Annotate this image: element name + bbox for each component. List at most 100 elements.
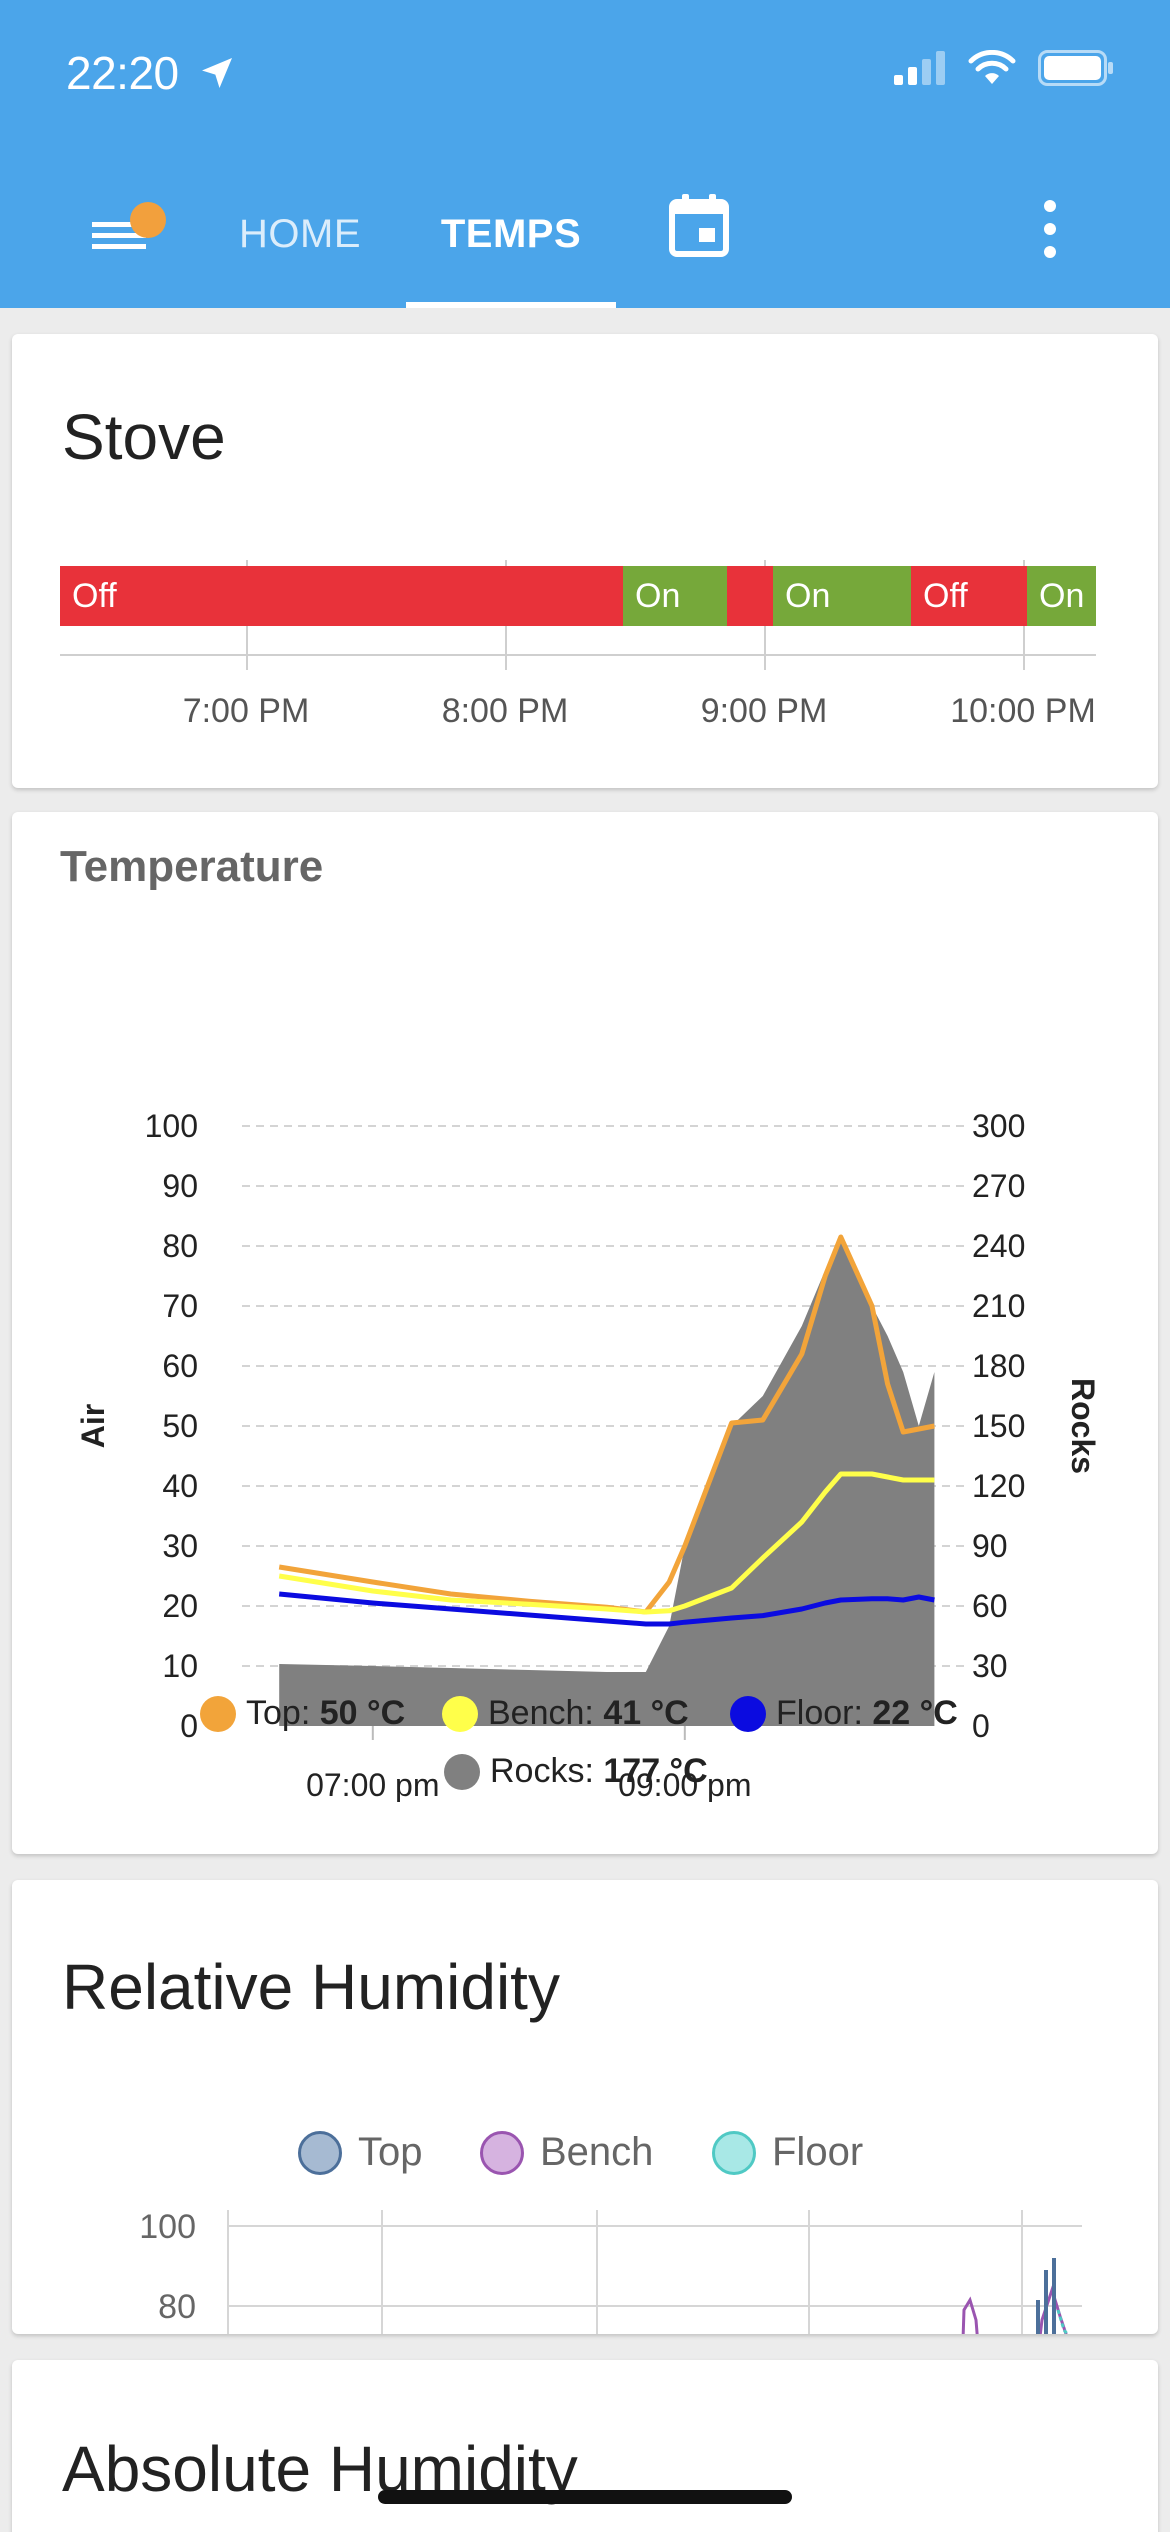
overflow-menu-button[interactable] [1030,194,1070,264]
stove-title: Stove [62,401,226,473]
status-time-text: 22:20 [66,47,179,99]
y-tick-label-left: 40 [162,1468,198,1504]
tab-bar: HOME TEMPS [0,160,1170,308]
menu-button[interactable] [86,190,166,270]
legend-value: 177 °C [603,1752,708,1790]
legend-swatch-top [200,1695,236,1732]
y-tick-label-left: 100 [145,1108,198,1144]
x-tick-label: 07:00 pm [306,1767,439,1802]
temperature-card[interactable]: Temperature 0 10 20 30 40 50 60 70 80 90 100 0 30 60 9… [12,812,1158,1854]
more-vertical-icon [1044,200,1056,258]
legend-item-bench[interactable]: Bench: 41 °C [442,1694,689,1733]
y-tick-label-left: 60 [162,1348,198,1384]
legend-item-rocks[interactable]: Rocks: 177 °C [444,1752,708,1791]
legend-name: Floor [776,1694,854,1732]
timeline-segment-off[interactable]: Off [60,566,623,626]
segment-label: Off [72,577,117,615]
status-time: 22:20 [66,46,237,100]
timeline-tick-label: 7:00 PM [182,692,310,730]
relative-humidity-card[interactable]: Relative Humidity Top Bench Floor 100 80 [12,1880,1158,2334]
segment-label: On [1039,577,1085,615]
tab-temps[interactable]: TEMPS [406,160,616,308]
timeline-axis [60,654,1096,656]
y-tick-label-right: 0 [972,1708,990,1744]
rh-floor-line [1056,2309,1070,2334]
temperature-title: Temperature [60,842,324,891]
timeline-segment-on[interactable]: On [1027,566,1096,626]
calendar-icon [669,194,729,257]
rh-legend-swatch-top [298,2130,342,2175]
rh-legend-label: Floor [772,2130,864,2174]
rh-bench-line [961,2296,979,2334]
series-floor-line [278,1591,935,1627]
series-bench-line [278,1471,935,1615]
y-tick-label-right: 90 [972,1528,1008,1564]
series-rocks-area [279,1238,935,1726]
rh-legend-swatch-floor [712,2130,756,2175]
y-tick-label-right: 270 [972,1168,1025,1204]
y-tick-label-right: 300 [972,1108,1025,1144]
legend-value: 50 °C [319,1694,406,1732]
y-tick-label-left: 30 [162,1528,198,1564]
rh-legend-floor[interactable]: Floor [712,2130,863,2175]
notification-dot [130,202,166,238]
rh-legend-swatch-bench [480,2130,524,2175]
series-top-line [278,1234,935,1615]
y-tick-label-right: 60 [972,1588,1008,1624]
location-arrow-icon [201,58,232,88]
rh-y-tick-label: 100 [139,2210,196,2246]
rh-legend-label: Bench [540,2130,654,2174]
y-tick-label-right: 120 [972,1468,1025,1504]
y-tick-label-left: 0 [180,1708,198,1744]
relative-humidity-chart[interactable]: 100 80 [12,2210,1158,2334]
legend-name: Rocks [490,1752,585,1790]
sidebar-menu-icon [92,222,146,249]
y-tick-label-right: 240 [972,1228,1025,1264]
y-tick-label-right: 150 [972,1408,1025,1444]
legend-swatch-rocks [444,1753,480,1790]
timeline-segment-on[interactable]: On [623,566,727,626]
timeline-tick-label: 10:00 PM [950,692,1096,730]
absolute-humidity-card[interactable]: Absolute Humidity [12,2360,1158,2532]
y-axis-title-right: Rocks [1065,1378,1101,1474]
tab-home[interactable]: HOME [222,160,378,308]
legend-swatch-bench [442,1695,478,1732]
app-header: 22:20 [0,0,1170,308]
relative-humidity-title: Relative Humidity [62,1951,560,2023]
legend-name: Bench [488,1694,585,1732]
timeline-tick-label: 8:00 PM [441,692,569,730]
tab-calendar[interactable] [666,192,732,258]
home-indicator [378,2490,792,2504]
x-tick-label: 09:00 pm [618,1767,751,1802]
y-tick-label-left: 70 [162,1288,198,1324]
y-tick-label-left: 20 [162,1588,198,1624]
legend-value: 22 °C [872,1694,958,1732]
cellular-signal-icon [894,51,945,85]
temperature-chart[interactable]: 0 10 20 30 40 50 60 70 80 90 100 0 30 60 90 120 150 180 21… [12,942,1158,1802]
tab-home-label: HOME [239,211,361,256]
segment-label: On [635,577,681,615]
legend-value: 41 °C [603,1694,689,1732]
active-tab-indicator [406,302,616,308]
y-tick-label-left: 90 [162,1168,198,1204]
timeline-tick-label: 9:00 PM [700,692,828,730]
legend-item-floor[interactable]: Floor: 22 °C [730,1694,958,1733]
rh-legend-bench[interactable]: Bench [480,2130,653,2175]
battery-icon [1038,50,1113,86]
rh-y-tick-label: 80 [158,2288,196,2326]
timeline-segment-on[interactable]: On [773,566,911,626]
y-tick-label-left: 80 [162,1228,198,1264]
rh-legend-top[interactable]: Top [298,2130,423,2175]
legend-swatch-floor [730,1695,766,1732]
y-tick-label-left: 50 [162,1408,198,1444]
rh-legend-label: Top [358,2130,423,2174]
y-axis-title-left: Air [75,1404,111,1448]
legend-item-top[interactable]: Top: 50 °C [200,1694,405,1733]
stove-timeline: Off On Off On Off On [60,566,1096,626]
segment-label: Off [923,577,968,615]
stove-card[interactable]: Stove Off On Off On Off On 7:00 PM 8:00 … [12,334,1158,788]
y-tick-label-left: 10 [162,1648,198,1684]
timeline-segment-off[interactable]: Off [911,566,1027,626]
timeline-segment-off[interactable]: Off [727,566,773,626]
rh-top-bar [1044,2270,1048,2334]
